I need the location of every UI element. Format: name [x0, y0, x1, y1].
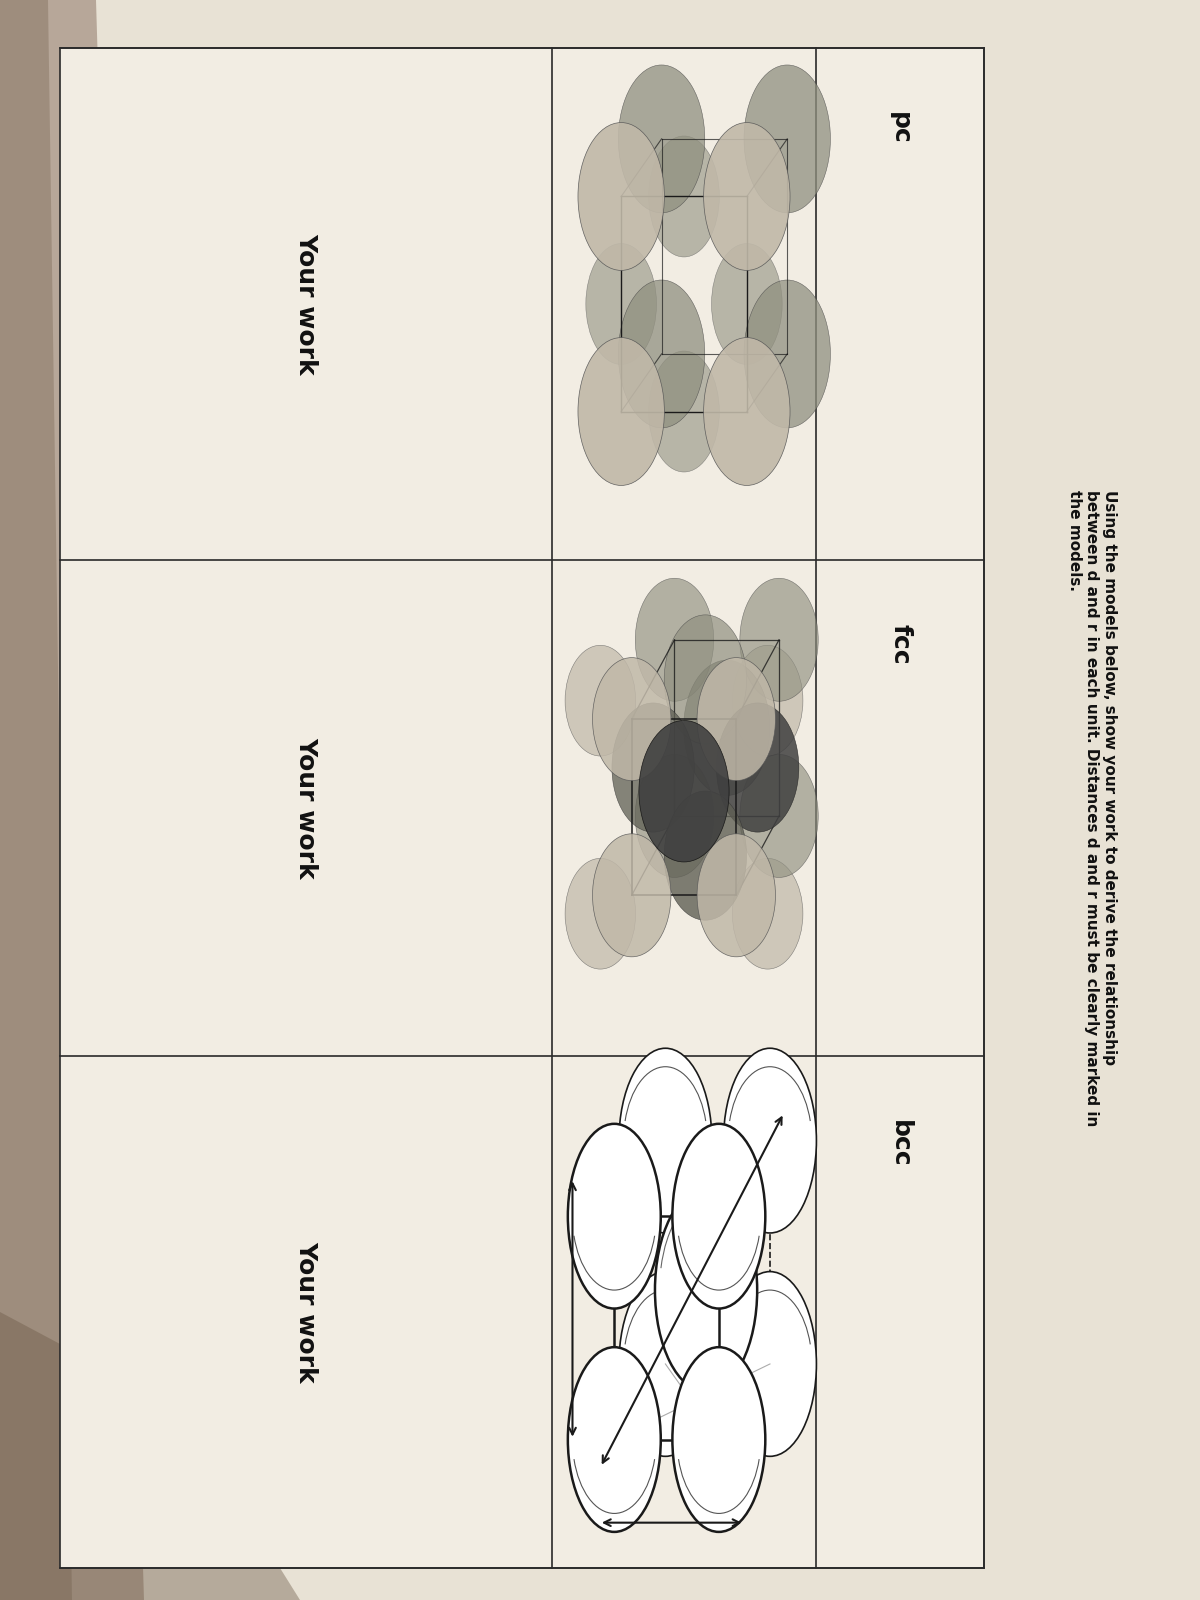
Ellipse shape [697, 658, 775, 781]
Ellipse shape [703, 338, 790, 485]
Text: pc: pc [888, 112, 912, 144]
Ellipse shape [712, 243, 782, 365]
Ellipse shape [744, 66, 830, 213]
Ellipse shape [697, 834, 775, 957]
Ellipse shape [744, 280, 830, 427]
Ellipse shape [593, 834, 671, 957]
Ellipse shape [649, 136, 719, 258]
Ellipse shape [593, 658, 671, 781]
Ellipse shape [740, 755, 818, 877]
Polygon shape [0, 1312, 300, 1600]
Ellipse shape [635, 578, 714, 701]
Ellipse shape [665, 790, 746, 920]
Ellipse shape [638, 720, 730, 862]
Ellipse shape [684, 661, 770, 795]
Ellipse shape [612, 702, 695, 832]
Ellipse shape [578, 123, 665, 270]
Ellipse shape [665, 614, 746, 744]
Text: Your work: Your work [294, 1242, 318, 1382]
Ellipse shape [732, 858, 803, 970]
Ellipse shape [619, 1272, 712, 1456]
Polygon shape [0, 0, 144, 1600]
Text: Using the models below, show your work to derive the relationship
between d and : Using the models below, show your work t… [1067, 490, 1117, 1126]
Ellipse shape [649, 350, 719, 472]
Text: bcc: bcc [888, 1120, 912, 1168]
Ellipse shape [672, 1347, 766, 1531]
Ellipse shape [568, 1123, 661, 1309]
Ellipse shape [568, 1347, 661, 1531]
Ellipse shape [724, 1048, 816, 1234]
Text: Your work: Your work [294, 234, 318, 374]
Polygon shape [60, 48, 984, 1568]
Ellipse shape [565, 645, 636, 757]
Text: Your work: Your work [294, 738, 318, 878]
Ellipse shape [635, 755, 714, 877]
Text: fcc: fcc [888, 624, 912, 664]
Ellipse shape [618, 280, 704, 427]
Polygon shape [0, 0, 72, 1600]
Ellipse shape [716, 702, 799, 832]
Ellipse shape [619, 1048, 712, 1234]
Ellipse shape [740, 578, 818, 701]
Ellipse shape [618, 66, 704, 213]
Ellipse shape [565, 858, 636, 970]
Ellipse shape [578, 338, 665, 485]
Ellipse shape [703, 123, 790, 270]
Ellipse shape [655, 1189, 757, 1392]
Ellipse shape [724, 1272, 816, 1456]
Ellipse shape [732, 645, 803, 757]
Ellipse shape [586, 243, 656, 365]
Ellipse shape [672, 1123, 766, 1309]
